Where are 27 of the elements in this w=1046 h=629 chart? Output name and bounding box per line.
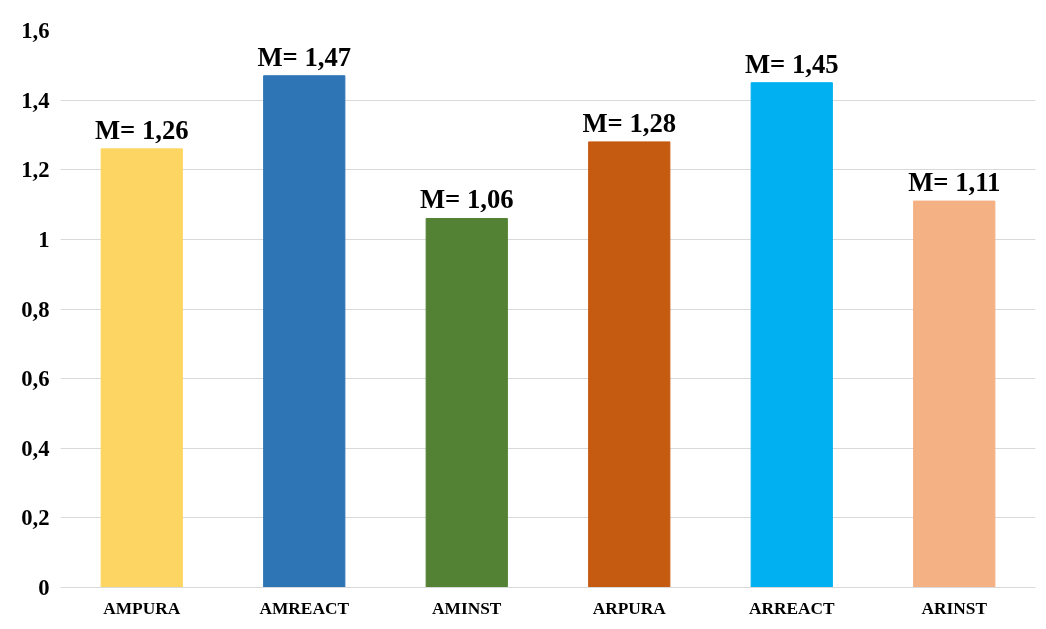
x-tick-label: AMINST bbox=[432, 598, 502, 618]
data-label: M= 1,06 bbox=[419, 184, 514, 215]
y-tick-label: 0,8 bbox=[21, 296, 50, 322]
y-tick-label: 0 bbox=[38, 575, 50, 600]
bar bbox=[425, 217, 508, 588]
bar bbox=[750, 82, 833, 588]
y-tick-label: 1,6 bbox=[21, 18, 50, 43]
y-tick-label: 1 bbox=[38, 226, 50, 252]
y-tick-label: 0,4 bbox=[21, 435, 50, 461]
x-tick-label: ARPURA bbox=[592, 598, 667, 618]
data-label: M= 1,45 bbox=[744, 48, 839, 79]
bar bbox=[100, 148, 183, 588]
bar bbox=[263, 75, 346, 588]
bar bbox=[913, 200, 996, 588]
y-tick-label: 1,2 bbox=[21, 157, 50, 183]
data-label: M= 1,26 bbox=[94, 114, 189, 145]
x-tick-label: ARINST bbox=[921, 598, 988, 618]
data-label: M= 1,47 bbox=[257, 41, 352, 72]
x-tick-label: ARREACT bbox=[748, 598, 836, 618]
y-tick-label: 1,4 bbox=[21, 87, 50, 113]
data-label: M= 1,11 bbox=[908, 167, 1001, 198]
data-label: M= 1,28 bbox=[582, 107, 677, 138]
y-tick-label: 0,6 bbox=[21, 366, 50, 392]
x-tick-label: AMPURA bbox=[103, 598, 181, 618]
x-tick-label: AMREACT bbox=[259, 598, 350, 618]
bar bbox=[588, 141, 671, 588]
y-tick-label: 0,2 bbox=[21, 505, 50, 531]
